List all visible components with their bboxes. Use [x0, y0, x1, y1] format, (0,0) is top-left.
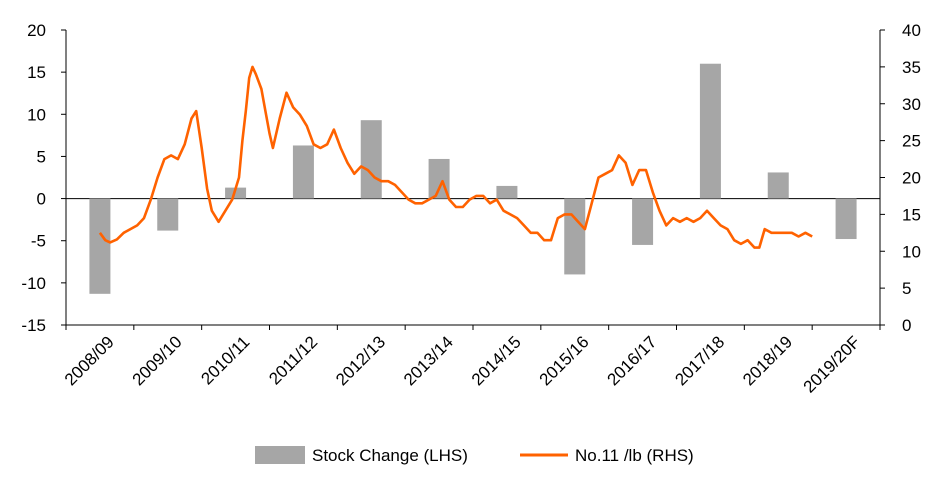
x-tick-label: 2012/13	[332, 332, 389, 389]
left-tick-label: 20	[27, 21, 46, 40]
right-tick-label: 25	[902, 132, 921, 151]
right-tick-label: 35	[902, 58, 921, 77]
legend-swatch-stock-change	[255, 446, 305, 464]
bar-2014/15	[496, 185, 518, 199]
right-tick-label: 30	[902, 95, 921, 114]
bar-2015/16	[564, 198, 586, 275]
bar-2008/09	[89, 198, 111, 294]
bar-2010/11	[225, 187, 247, 199]
bar-2012/13	[360, 120, 382, 199]
left-tick-label: 10	[27, 105, 46, 124]
left-tick-label: 15	[27, 63, 46, 82]
bar-2018/19	[767, 172, 789, 199]
right-tick-label: 5	[902, 279, 911, 298]
right-tick-label: 40	[902, 21, 921, 40]
x-tick-label: 2014/15	[468, 332, 525, 389]
legend-label-price: No.11 /lb (RHS)	[575, 446, 694, 465]
x-tick-label: 2010/11	[197, 332, 253, 388]
bar-2009/10	[157, 198, 179, 231]
bar-2019/20F	[835, 198, 857, 240]
axes	[61, 29, 885, 330]
right-tick-label: 0	[902, 316, 911, 335]
right-tick-label: 10	[902, 242, 921, 261]
left-tick-label: -15	[21, 316, 46, 335]
bar-2016/17	[632, 198, 654, 245]
x-tick-label: 2015/16	[536, 332, 593, 389]
left-axis-ticks: 20 15 10 5 0 -5 -10 -15	[21, 21, 46, 335]
legend-label-stock-change: Stock Change (LHS)	[312, 446, 468, 465]
legend: Stock Change (LHS) No.11 /lb (RHS)	[255, 446, 694, 465]
left-tick-label: -5	[31, 232, 46, 251]
right-axis-ticks: 40 35 30 25 20 15 10 5 0	[902, 21, 921, 335]
x-axis-ticks: 2008/09 2009/10 2010/11 2011/12 2012/13 2013/…	[61, 332, 864, 396]
x-tick-label: 2008/09	[61, 332, 118, 389]
bar-2011/12	[292, 145, 314, 199]
x-tick-label: 2019/20F	[800, 332, 864, 396]
right-tick-label: 15	[902, 205, 921, 224]
left-tick-label: 5	[37, 147, 46, 166]
x-tick-label: 2009/10	[129, 332, 186, 389]
x-tick-label: 2016/17	[604, 332, 661, 389]
x-tick-label: 2013/14	[400, 332, 457, 389]
x-tick-label: 2017/18	[671, 332, 728, 389]
left-tick-label: 0	[37, 190, 46, 209]
x-tick-label: 2018/19	[739, 332, 796, 389]
right-tick-label: 20	[902, 169, 921, 188]
x-tick-label: 2011/12	[265, 332, 321, 388]
left-tick-label: -10	[21, 274, 46, 293]
bar-2017/18	[699, 63, 721, 199]
price-line	[98, 65, 813, 249]
line-series	[98, 65, 813, 249]
